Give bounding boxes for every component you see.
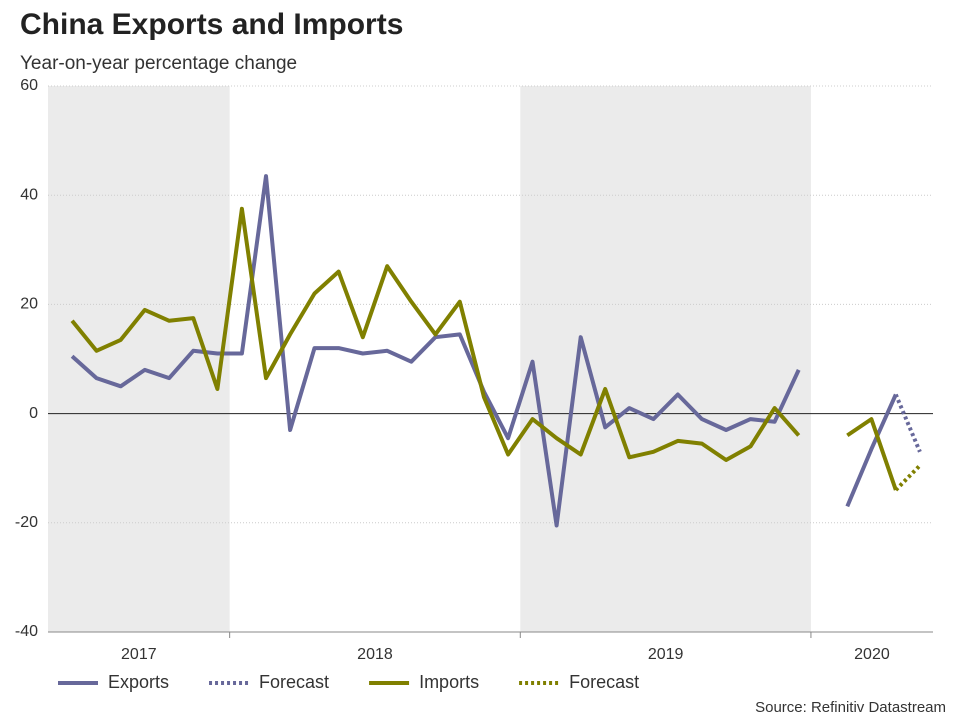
y-tick-label: 60 <box>20 77 38 94</box>
legend-label: Forecast <box>259 672 329 692</box>
y-tick-label: 20 <box>20 296 38 313</box>
chart-subtitle: Year-on-year percentage change <box>20 53 297 74</box>
x-tick-label: 2019 <box>648 646 684 663</box>
y-tick-label: -40 <box>15 623 38 640</box>
x-tick-label: 2020 <box>854 646 890 663</box>
legend-label: Exports <box>108 672 169 692</box>
legend-label: Imports <box>419 672 479 692</box>
series-line <box>894 464 922 492</box>
series-line <box>70 206 898 491</box>
y-tick-label: 0 <box>29 405 38 422</box>
x-tick-label: 2018 <box>357 646 393 663</box>
year-band <box>520 86 811 632</box>
series-line <box>893 393 922 453</box>
x-tick-label: 2017 <box>121 646 157 663</box>
legend-label: Forecast <box>569 672 639 692</box>
chart-title: China Exports and Imports <box>20 8 403 41</box>
year-band <box>48 86 230 632</box>
series-line <box>70 174 898 528</box>
source-note: Source: Refinitiv Datastream <box>755 699 946 716</box>
y-tick-label: -20 <box>15 514 38 531</box>
y-tick-label: 40 <box>20 186 38 203</box>
